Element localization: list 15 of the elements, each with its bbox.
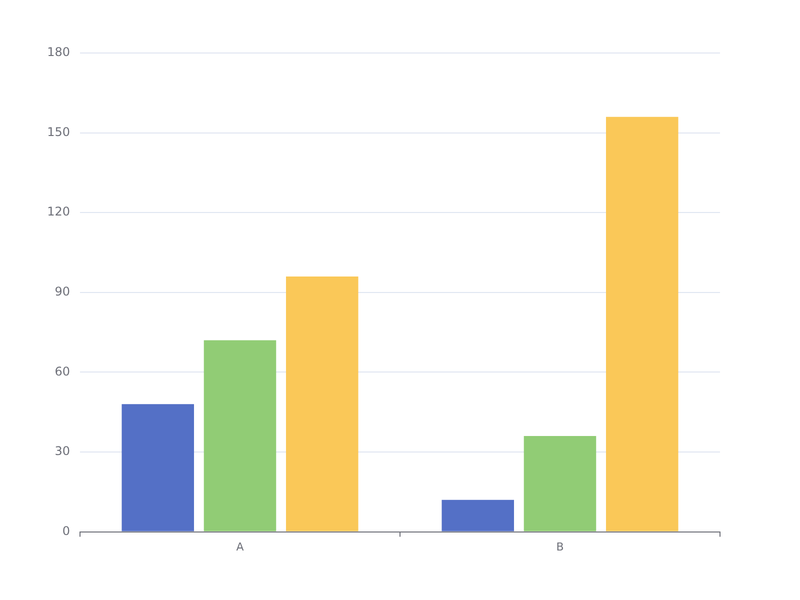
bar [122, 404, 194, 532]
bar [204, 340, 276, 532]
y-tick-label: 120 [47, 204, 70, 219]
y-tick-label: 180 [47, 45, 70, 60]
bar [524, 436, 596, 532]
y-tick-label: 60 [54, 364, 70, 378]
y-tick-label: 150 [47, 124, 70, 139]
x-tick-label: B [556, 540, 564, 554]
y-tick-label: 90 [54, 284, 70, 299]
bar [286, 276, 358, 532]
y-tick-label: 0 [62, 524, 70, 538]
bar [606, 116, 678, 532]
y-tick-label: 30 [54, 444, 70, 458]
bar [442, 500, 514, 532]
x-tick-label: A [236, 540, 244, 554]
